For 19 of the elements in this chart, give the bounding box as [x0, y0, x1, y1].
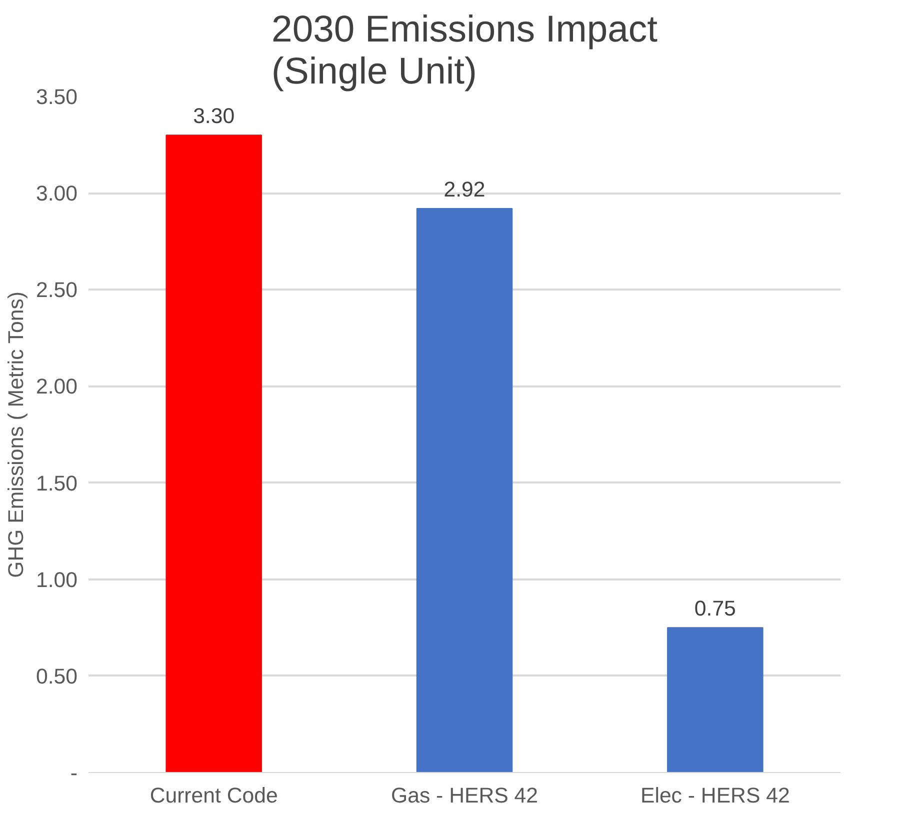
- data-label: 0.75: [694, 596, 736, 621]
- chart-title: 2030 Emissions Impact (Single Unit): [272, 8, 658, 92]
- x-tick-label: Current Code: [150, 784, 278, 808]
- bar: [416, 208, 513, 772]
- y-tick-label: 0.50: [36, 664, 78, 688]
- x-tick-label: Gas - HERS 42: [391, 784, 538, 808]
- y-tick-label: 1.50: [36, 471, 78, 496]
- x-tick-label: Elec - HERS 42: [640, 784, 790, 808]
- y-tick-label: 3.00: [36, 182, 78, 206]
- y-tick-label: -: [70, 761, 78, 785]
- bar: [667, 627, 764, 772]
- y-tick-label: 2.50: [36, 278, 78, 302]
- y-tick-label: 3.50: [36, 85, 78, 109]
- y-tick-label: 1.00: [36, 568, 78, 592]
- y-axis-title: GHG Emissions ( Metric Tons): [4, 291, 28, 578]
- bar: [166, 134, 262, 772]
- data-label: 2.92: [444, 178, 486, 202]
- data-label: 3.30: [193, 104, 235, 128]
- y-tick-label: 2.00: [36, 374, 78, 399]
